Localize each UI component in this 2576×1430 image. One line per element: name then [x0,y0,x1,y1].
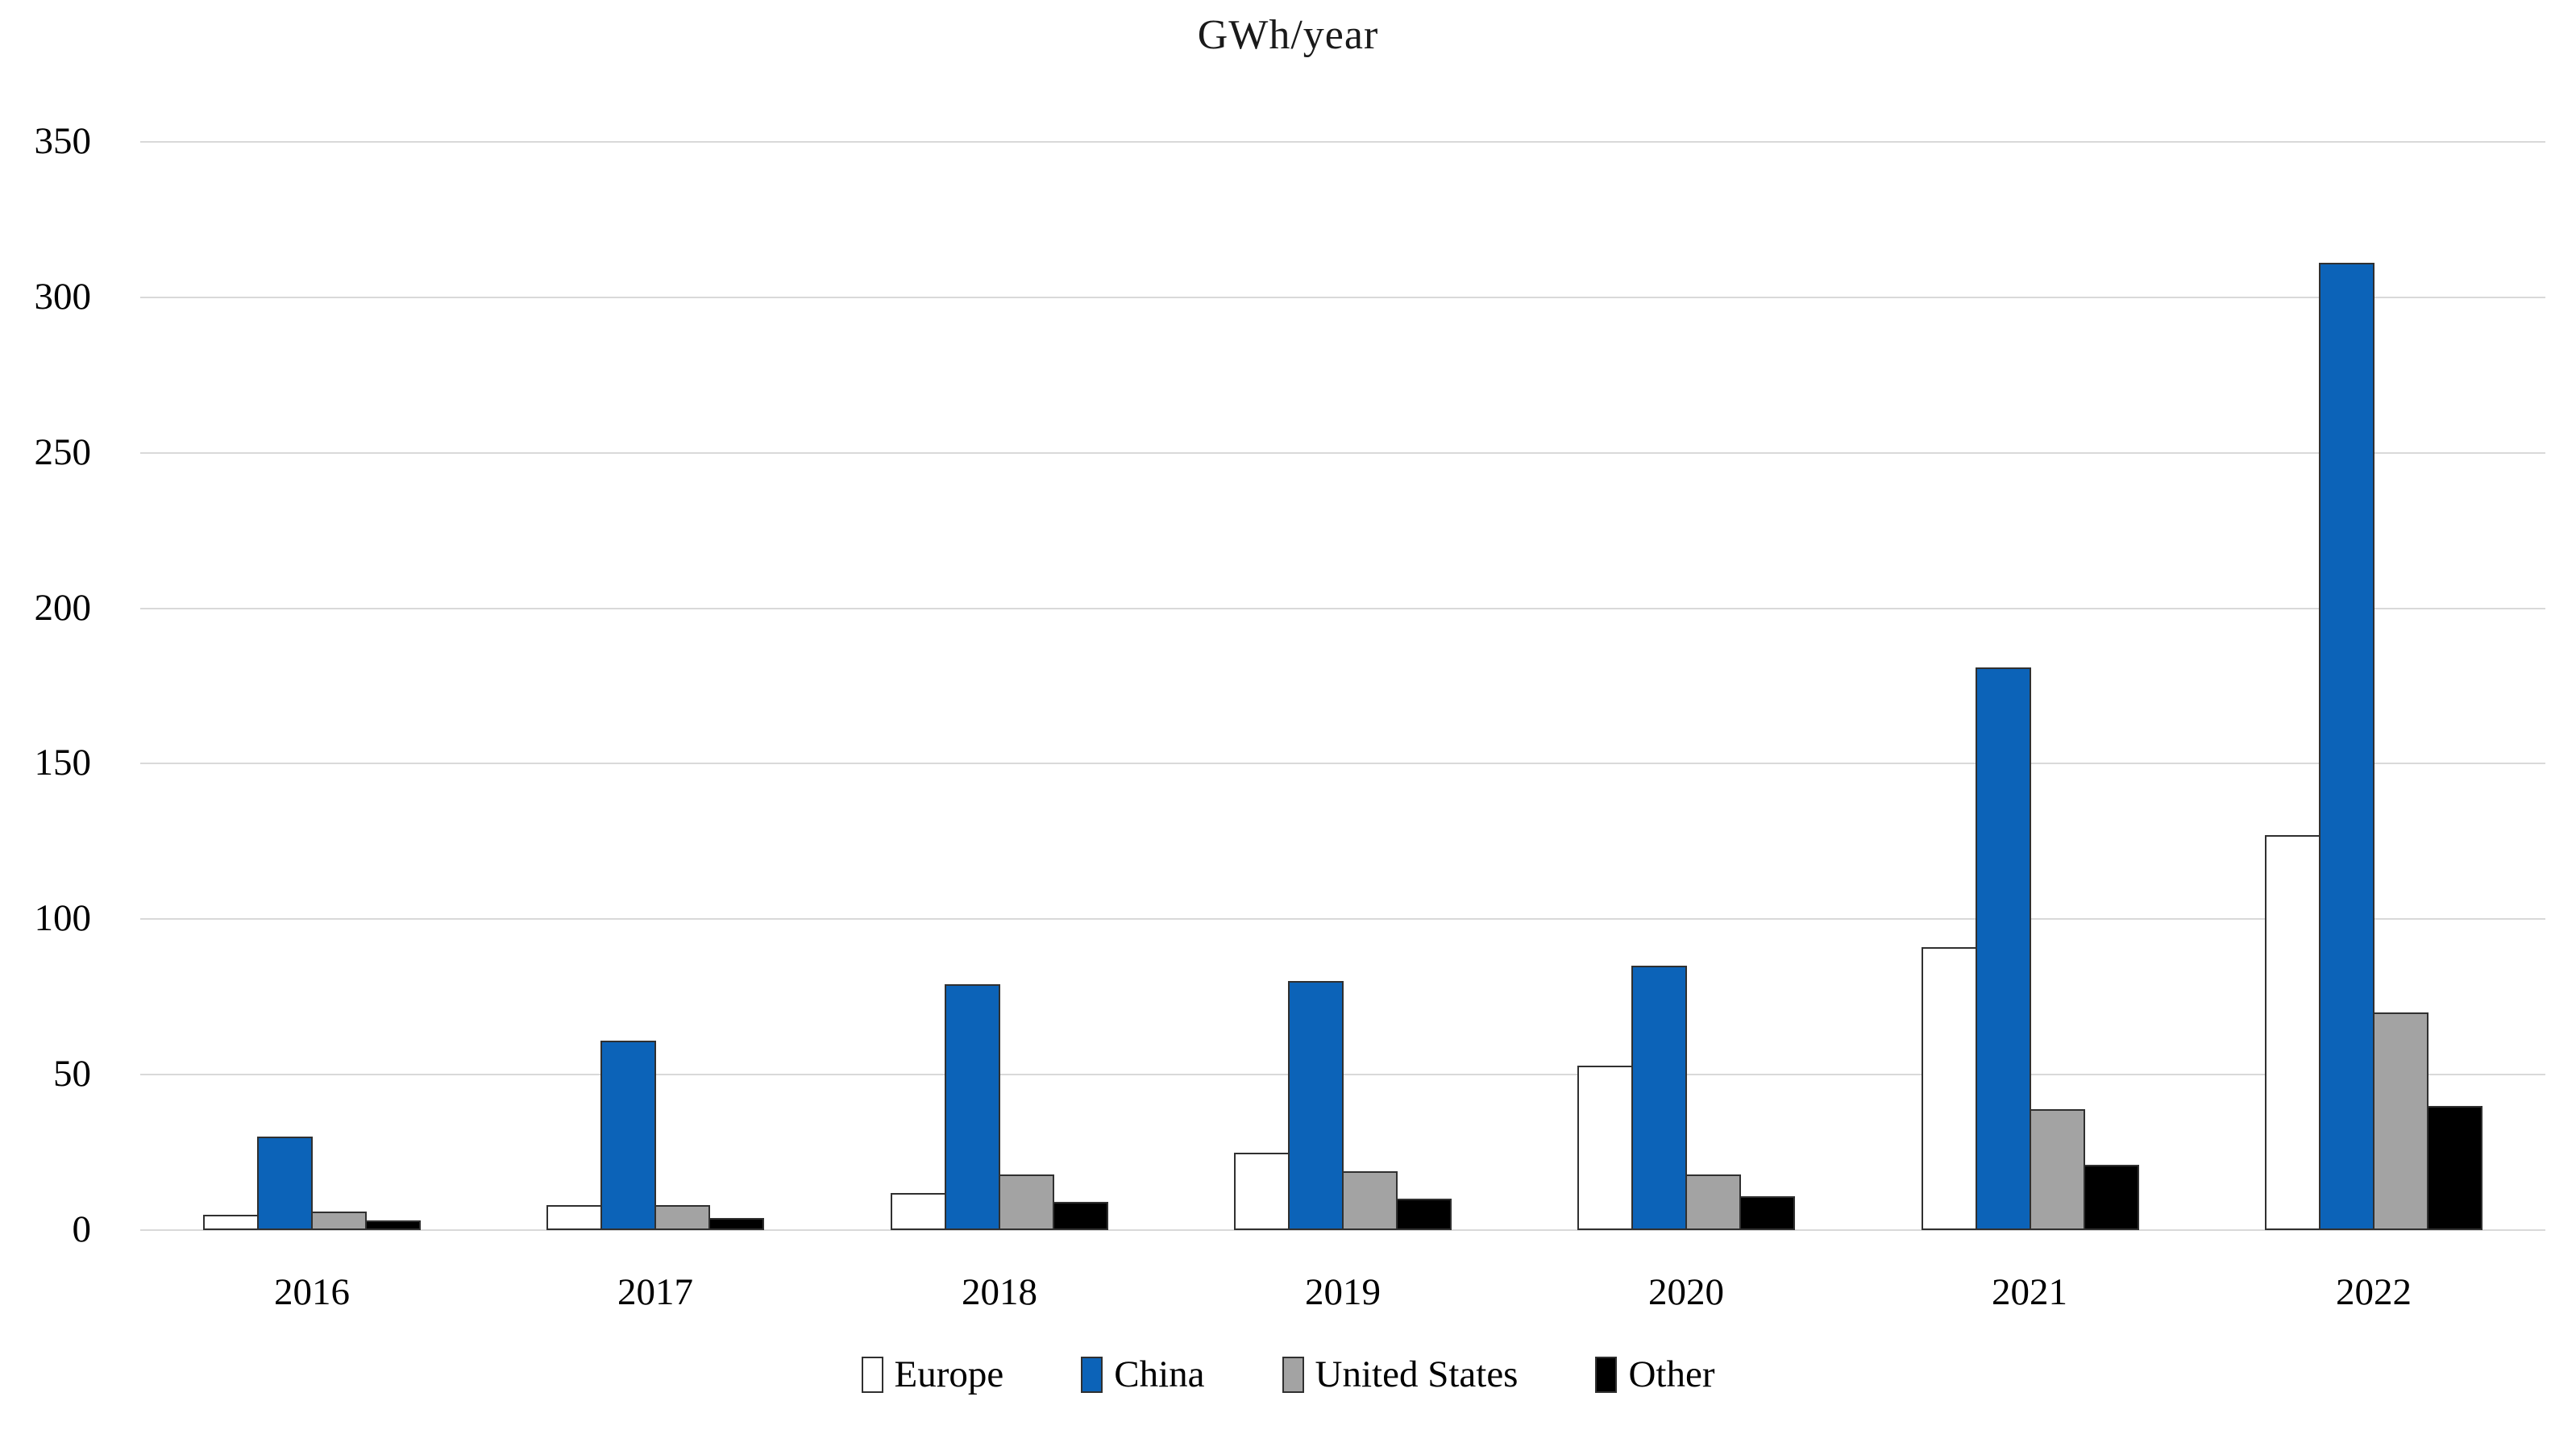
y-tick-label-50: 50 [53,1053,91,1095]
bar-china-2016 [257,1137,313,1230]
legend-swatch-other [1595,1356,1618,1393]
bar-united-states-2020 [1685,1174,1741,1230]
gridline-150 [140,763,2545,764]
x-tick-label-2017: 2017 [617,1271,693,1313]
bar-china-2017 [600,1041,656,1230]
gridline-350 [140,141,2545,143]
legend-label: China [1114,1353,1205,1395]
bar-united-states-2016 [311,1212,367,1230]
gridline-0 [140,1229,2545,1231]
legend-swatch-united-states [1282,1356,1304,1393]
y-tick-label-100: 100 [34,897,92,939]
gridline-300 [140,297,2545,298]
bar-united-states-2019 [1342,1171,1398,1230]
bar-china-2018 [945,984,1000,1230]
y-tick-label-150: 150 [34,742,92,784]
bar-europe-2019 [1234,1153,1290,1230]
gridline-250 [140,452,2545,454]
bar-other-2021 [2084,1165,2139,1230]
bar-china-2020 [1631,966,1687,1230]
bar-china-2019 [1288,981,1344,1230]
legend-item-europe: Europe [861,1353,1004,1396]
bar-europe-2017 [546,1205,602,1230]
bar-other-2019 [1396,1199,1452,1230]
bar-china-2022 [2319,263,2374,1230]
legend-label: Europe [894,1353,1004,1395]
legend-label: Other [1628,1353,1715,1395]
y-tick-label-250: 250 [34,431,92,473]
y-tick-label-200: 200 [34,587,92,629]
x-tick-label-2019: 2019 [1305,1271,1381,1313]
y-tick-label-300: 300 [34,276,92,318]
legend-swatch-china [1081,1356,1103,1393]
x-tick-label-2018: 2018 [962,1271,1037,1313]
chart-title: GWh/year [1197,12,1379,58]
bar-europe-2022 [2265,835,2320,1230]
legend-item-china: China [1081,1353,1205,1396]
bar-europe-2018 [891,1193,946,1230]
bar-united-states-2022 [2373,1012,2429,1230]
bar-united-states-2021 [2030,1109,2085,1230]
bar-other-2016 [365,1220,421,1230]
bar-europe-2016 [203,1215,259,1230]
x-tick-label-2022: 2022 [2336,1271,2412,1313]
bar-china-2021 [1976,667,2031,1230]
bar-europe-2021 [1922,947,1977,1230]
bar-other-2018 [1053,1202,1108,1230]
bar-other-2020 [1739,1196,1795,1230]
gridline-200 [140,608,2545,609]
bar-other-2017 [708,1218,764,1230]
legend-item-united-states: United States [1282,1353,1519,1396]
legend-label: United States [1315,1353,1519,1395]
gridline-100 [140,918,2545,920]
legend-item-other: Other [1595,1353,1714,1396]
legend-swatch-europe [861,1356,883,1393]
x-tick-label-2016: 2016 [274,1271,350,1313]
bar-other-2022 [2427,1106,2483,1230]
x-tick-label-2021: 2021 [1992,1271,2067,1313]
bar-united-states-2017 [654,1205,710,1230]
x-tick-label-2020: 2020 [1648,1271,1724,1313]
bar-europe-2020 [1577,1066,1633,1230]
y-tick-label-350: 350 [34,120,92,162]
bar-united-states-2018 [999,1174,1054,1230]
y-tick-label-0: 0 [72,1208,92,1250]
legend: Europe China United States Other [0,1353,2576,1396]
